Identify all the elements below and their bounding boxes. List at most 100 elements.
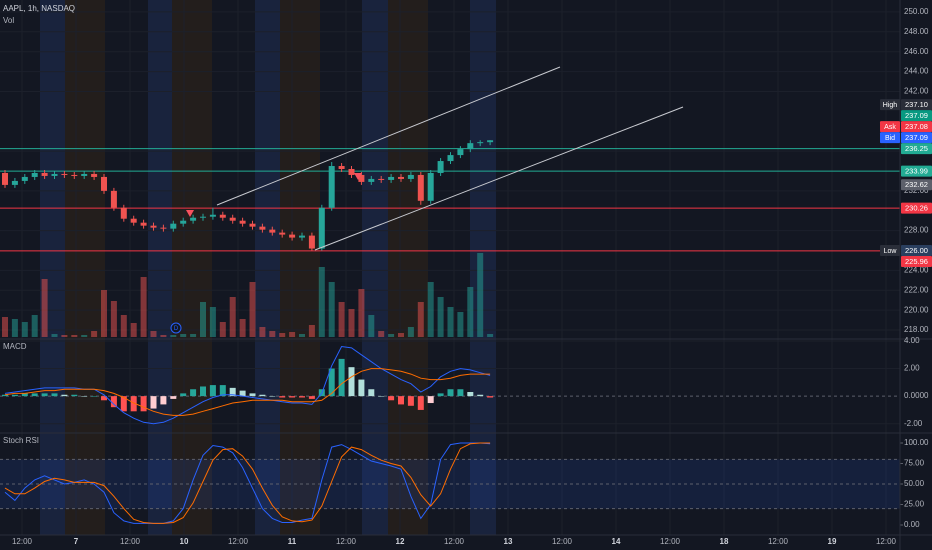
session-bands [40, 0, 496, 535]
x-tick-label: 12 [396, 537, 405, 546]
volume-bar [407, 327, 414, 337]
candle-body [41, 172, 48, 176]
candle-body [249, 223, 256, 227]
candle-body [299, 235, 305, 238]
macd-histogram-bar [209, 385, 216, 397]
price-badge [901, 165, 932, 177]
macd-histogram-bar [170, 396, 177, 399]
candle-body [318, 207, 325, 249]
volume-bar [338, 302, 345, 337]
candle-body [417, 174, 424, 201]
x-tick-label: 12:00 [876, 537, 897, 546]
macd-histogram-bar [398, 396, 404, 405]
stoch-line [4, 442, 491, 524]
candle-body [239, 220, 246, 224]
macd-histogram-bar [477, 394, 484, 397]
price-badge-value: 237.09 [905, 133, 928, 142]
price-badge-name: Bid [885, 135, 895, 142]
macd-histogram-bar [200, 386, 206, 397]
pre-market-band [172, 0, 212, 535]
price-badge [901, 99, 932, 111]
macd-histogram-bar [180, 393, 187, 397]
volume-bar [477, 253, 484, 337]
candle-body [2, 172, 8, 185]
volume-bar [328, 282, 335, 337]
macd-histogram-bar [308, 396, 315, 399]
macd-histogram-bar [328, 368, 335, 397]
signal-marker [354, 173, 362, 180]
macd-histogram-bar [407, 396, 414, 406]
candle-body [407, 174, 414, 179]
x-tick-label: 12:00 [660, 537, 681, 546]
price-badge [901, 110, 932, 122]
price-badge-name-box [880, 245, 900, 257]
y-tick-label: 218.00 [904, 325, 929, 334]
post-market-band [255, 0, 280, 535]
price-badge-name-box [880, 99, 900, 111]
price-badge-name: Low [884, 248, 898, 255]
volume-bar [21, 322, 28, 337]
volume-bar [61, 335, 68, 337]
candle-body [328, 166, 335, 208]
dividend-marker [170, 322, 182, 334]
macd-histogram-bar [447, 389, 454, 397]
price-badge [901, 202, 932, 214]
volume-bar [368, 315, 375, 337]
volume-bar [81, 335, 88, 337]
candle-body [150, 225, 157, 228]
candle-body [120, 207, 127, 219]
x-tick-label: 12:00 [12, 537, 33, 546]
drawings: D [170, 66, 684, 334]
price-badge-name-box [880, 121, 900, 133]
candle-body [219, 214, 226, 218]
macd-histogram-bar [269, 396, 276, 397]
volume-bar [417, 302, 424, 337]
volume-bar [437, 297, 444, 337]
volume-bar [299, 334, 305, 337]
candle-body [81, 173, 88, 176]
candle-body [487, 140, 494, 143]
volume-bar [11, 319, 18, 337]
volume-bar [457, 312, 464, 337]
candle-body [91, 173, 98, 177]
macd-histogram-bar [11, 394, 18, 397]
pre-market-band [388, 0, 428, 535]
macd-histogram-bar [388, 396, 395, 401]
candle-body [388, 176, 395, 180]
macd-tick-label: -2.00 [904, 419, 923, 428]
candle-body [378, 178, 385, 180]
symbol-title: AAPL, 1h, NASDAQ [3, 4, 75, 13]
macd-histogram-bar [249, 393, 256, 397]
post-market-band [148, 0, 172, 535]
volume-bar [190, 334, 197, 337]
volume-bar [170, 335, 177, 337]
price-badge-value: 232.62 [905, 180, 928, 189]
volume-bar [219, 322, 226, 337]
candle-body [348, 169, 355, 175]
post-market-band [40, 0, 65, 535]
price-badge-name: Ask [884, 124, 896, 131]
macd-histogram-bar [239, 390, 246, 397]
x-tick-label: 11 [288, 537, 297, 546]
candle-body [368, 178, 375, 182]
volume-bar [378, 331, 385, 337]
x-tick-label: 12:00 [336, 537, 357, 546]
macd-histogram-bar [81, 396, 88, 397]
macd-tick-label: 0.0000 [904, 391, 929, 400]
macd-histogram-bar [338, 358, 345, 397]
price-badge [901, 121, 932, 133]
candle-body [398, 176, 404, 179]
candle-body [200, 216, 206, 218]
macd-histogram-bar [299, 396, 305, 398]
price-badge [901, 143, 932, 155]
stoch-tick-label: 75.00 [904, 459, 925, 468]
price-badge-value: 237.10 [905, 100, 928, 109]
candle-body [308, 235, 315, 249]
volume-bar [2, 317, 8, 337]
price-badge-value: 233.99 [905, 167, 928, 176]
volume-bar [180, 334, 187, 337]
stoch-label: Stoch RSI [3, 436, 39, 445]
candle-body [477, 142, 484, 144]
candle-body [229, 217, 236, 221]
macd-histogram-bar [437, 393, 444, 397]
